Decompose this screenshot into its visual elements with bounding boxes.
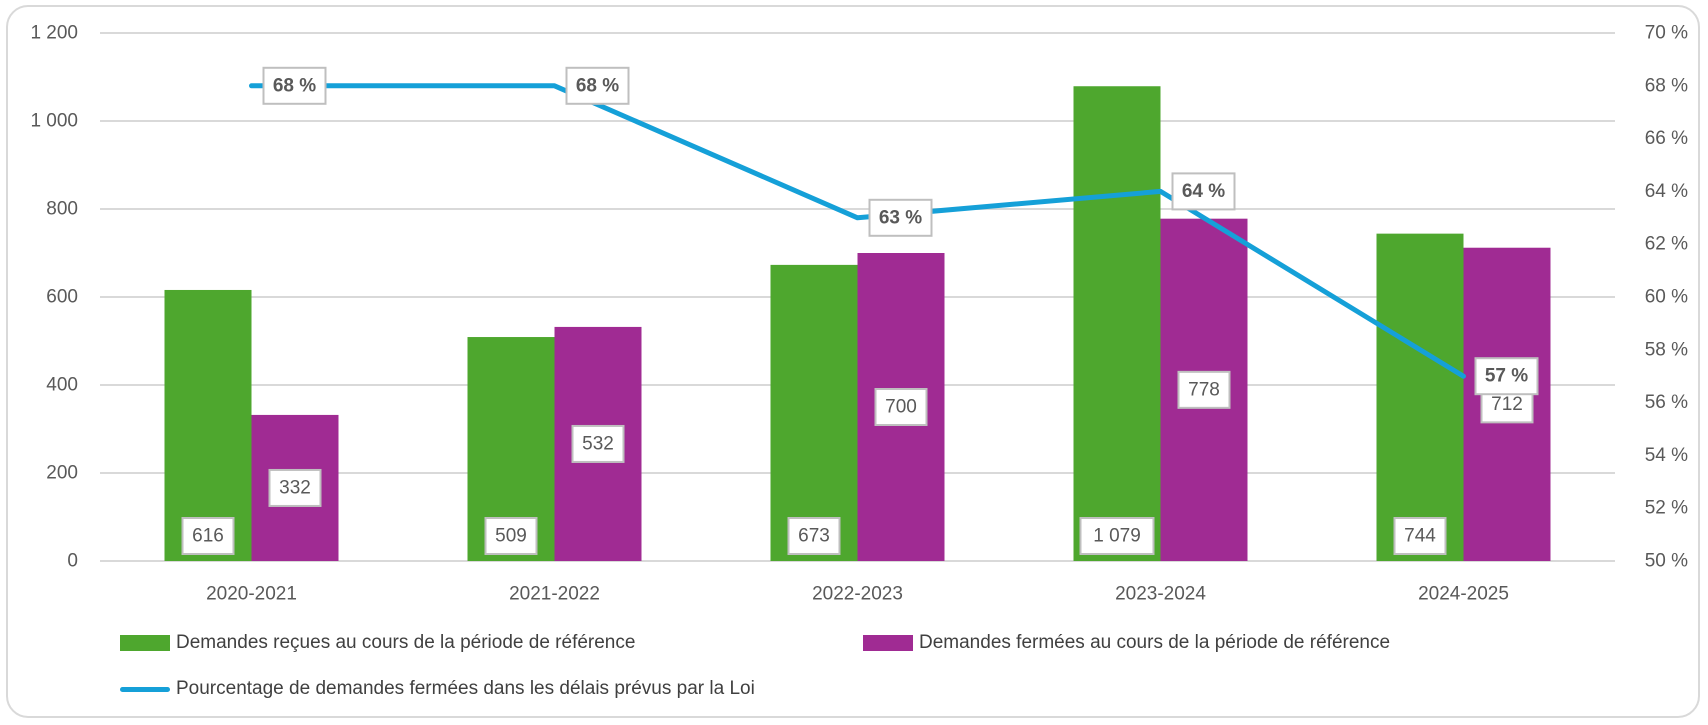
legend-label: Demandes reçues au cours de la période d… [176,632,636,653]
right-axis-tick: 52 % [1645,498,1688,519]
data-label-percentage-box [262,66,327,105]
right-axis-tick: 54 % [1645,445,1688,466]
left-axis-tick: 600 [46,287,78,308]
legend-closed: Demandes fermées au cours de la période … [863,632,1390,654]
data-label-percentage: 57 % [1485,366,1528,387]
bar-received [1073,86,1161,562]
data-label-closed-box [874,388,928,426]
right-axis-tick: 62 % [1645,234,1688,255]
data-label-closed: 778 [1188,379,1220,400]
legend-label: Pourcentage de demandes fermées dans les… [176,678,755,699]
data-label-percentage: 68 % [273,75,316,96]
x-axis-tick: 2021-2022 [509,584,600,605]
data-label-percentage-box [1171,172,1236,211]
data-label-received-box [484,517,538,555]
left-axis-tick: 200 [46,463,78,484]
right-axis-tick: 50 % [1645,551,1688,572]
data-label-percentage-box [868,198,933,237]
bar-received [164,289,252,561]
left-axis-tick: 1 000 [30,111,78,132]
right-axis-tick: 64 % [1645,181,1688,202]
left-axis-tick: 0 [67,551,78,572]
data-label-closed-box [1177,370,1231,409]
data-label-percentage-box [565,66,630,105]
data-label-percentage: 63 % [879,207,922,228]
data-label-percentage-box [1474,357,1539,396]
legend-swatch-purple [863,635,913,651]
data-label-received: 616 [192,526,224,547]
left-axis-tick: 800 [46,199,78,220]
data-label-received-box [1393,517,1447,555]
bar-received [770,264,858,561]
data-label-percentage: 64 % [1182,181,1225,202]
data-label-closed: 532 [582,433,614,454]
right-axis-tick: 68 % [1645,75,1688,96]
legend-swatch-green [120,635,170,651]
data-label-closed: 712 [1491,394,1523,415]
right-axis-tick: 66 % [1645,128,1688,149]
x-axis-tick: 2024-2025 [1418,584,1509,605]
data-label-received: 673 [798,526,830,547]
right-axis-tick: 58 % [1645,339,1688,360]
chart-frame [6,5,1700,718]
data-label-received-box [787,517,841,555]
right-axis-tick: 60 % [1645,287,1688,308]
left-axis-tick: 1 200 [30,23,78,44]
right-axis-tick: 70 % [1645,23,1688,44]
legend-line-blue [120,686,170,692]
right-axis-tick: 56 % [1645,392,1688,413]
data-label-received: 509 [495,526,527,547]
data-label-percentage: 68 % [576,75,619,96]
data-label-received-box [181,517,235,555]
data-label-closed: 700 [885,397,917,418]
legend-percentage: Pourcentage de demandes fermées dans les… [120,678,755,700]
left-axis-tick: 400 [46,375,78,396]
x-axis-tick: 2020-2021 [206,584,297,605]
legend-label: Demandes fermées au cours de la période … [919,632,1391,653]
data-label-closed-box [268,468,322,507]
data-label-closed-box [571,424,625,463]
x-axis-tick: 2023-2024 [1115,584,1206,605]
legend-received: Demandes reçues au cours de la période d… [120,632,635,654]
data-label-closed: 332 [279,477,311,498]
data-label-received: 1 079 [1093,526,1141,547]
bar-received [1376,233,1464,561]
data-label-received: 744 [1404,526,1436,547]
x-axis-tick: 2022-2023 [812,584,903,605]
data-label-received-box [1079,517,1155,555]
